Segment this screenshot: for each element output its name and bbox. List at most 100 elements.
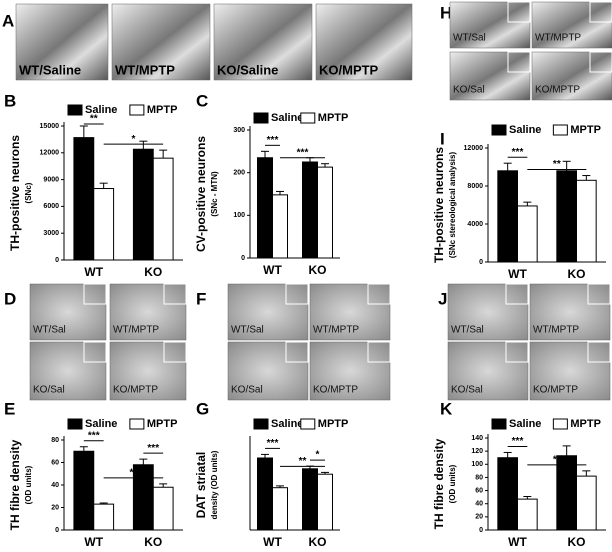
inset — [163, 283, 187, 305]
legend-label: Saline — [85, 104, 117, 116]
x-tick-label: KO — [144, 535, 162, 549]
y-tick-label: 100 — [471, 461, 483, 468]
y-tick-label: 20 — [51, 504, 59, 511]
bar — [257, 157, 273, 259]
significance-label: ** — [553, 454, 561, 465]
inset — [505, 341, 529, 363]
micrograph — [227, 283, 309, 341]
legend-swatch — [491, 124, 507, 136]
micrograph-label: KO/Sal — [451, 385, 483, 396]
micrograph-label: WT/MPTP — [313, 325, 359, 336]
micrograph-label: WT/Sal — [33, 325, 66, 336]
legend-swatch — [300, 418, 316, 430]
micrograph-label: WT/Sal — [231, 325, 264, 336]
micrograph — [109, 341, 187, 401]
significance-label: *** — [88, 430, 100, 441]
panel-letter: B — [4, 91, 16, 110]
bar — [272, 194, 288, 259]
y-tick-label: 100 — [233, 212, 245, 219]
legend-label: MPTP — [147, 418, 178, 430]
micrograph — [447, 283, 529, 341]
y-tick-label: 12000 — [40, 150, 60, 157]
micrograph — [213, 3, 313, 81]
y-axis-sublabel: (SNc - MTN) — [210, 171, 219, 217]
legend-label: MPTP — [570, 124, 601, 136]
inset — [587, 341, 611, 363]
y-tick-label: 20 — [475, 514, 483, 521]
y-tick-label: 0 — [55, 257, 59, 264]
inset — [163, 341, 187, 363]
y-axis-sublabel: (SNc) — [24, 182, 33, 203]
bar — [556, 170, 577, 263]
micrograph — [529, 283, 611, 341]
y-tick-label: 40 — [475, 501, 483, 508]
panel-letter: G — [196, 399, 209, 418]
y-tick-label: 0 — [55, 527, 59, 534]
y-axis-sublabel: (OD units) — [448, 464, 457, 503]
inset — [589, 1, 612, 23]
legend-swatch — [300, 112, 316, 124]
y-tick-label: 9000 — [43, 176, 59, 183]
micrograph-label: KO/Sal — [453, 85, 485, 96]
inset — [507, 51, 531, 73]
y-tick-label: 60 — [475, 487, 483, 494]
legend-label: Saline — [271, 418, 303, 430]
micrograph-label: KO/Saline — [217, 62, 278, 77]
x-tick-label: WT — [508, 535, 527, 549]
legend-swatch — [253, 112, 269, 124]
significance-label: *** — [512, 147, 524, 158]
micrograph-label: KO/MPTP — [533, 385, 578, 396]
bar — [152, 486, 174, 531]
y-tick-label: 120 — [471, 448, 483, 455]
inset — [83, 341, 107, 363]
y-axis-title: TH-positive neurons (SNc) — [8, 135, 33, 251]
panel-letter: H — [440, 3, 452, 22]
x-tick-label: KO — [568, 267, 586, 281]
y-tick-label: 80 — [51, 437, 59, 444]
panel-letter: J — [438, 289, 447, 308]
micrograph — [315, 3, 413, 81]
bar — [576, 475, 597, 531]
significance-label: ** — [553, 159, 561, 170]
inset — [587, 283, 611, 305]
significance-label: ** — [299, 456, 307, 467]
bar — [576, 179, 597, 263]
micrograph — [449, 51, 531, 101]
legend-swatch — [552, 418, 568, 430]
significance-label: *** — [147, 443, 159, 454]
y-axis-title: TH fibre density (OD units) — [8, 439, 33, 530]
micrograph-label: KO/Sal — [231, 385, 263, 396]
micrograph-label: KO/MPTP — [319, 62, 379, 77]
panel-letter: K — [440, 399, 453, 418]
bar — [517, 205, 538, 263]
bar — [132, 148, 154, 261]
inset — [83, 283, 107, 305]
micrograph — [447, 341, 529, 401]
y-axis-label: DAT striatal — [194, 452, 208, 518]
significance-label: * — [131, 134, 135, 145]
panel-letter: A — [2, 11, 14, 30]
bar — [73, 450, 95, 531]
y-axis-title: DAT striatal density (OD units) — [194, 450, 219, 519]
bar — [93, 503, 115, 531]
micrograph — [529, 341, 611, 401]
x-tick-label: WT — [84, 265, 103, 279]
significance-label: *** — [267, 135, 279, 146]
bar — [317, 473, 333, 531]
bar — [272, 487, 288, 531]
micrograph-label: WT/Sal — [451, 325, 484, 336]
legend-swatch — [491, 418, 507, 430]
inset — [589, 51, 612, 73]
legend-swatch — [253, 418, 269, 430]
y-axis-label: TH fibre density — [8, 439, 22, 530]
legend-swatch — [129, 104, 145, 116]
bar — [93, 188, 115, 261]
significance-label: ** — [90, 114, 98, 125]
legend-label: MPTP — [570, 418, 601, 430]
micrograph-label: WT/MPTP — [533, 325, 579, 336]
legend-swatch — [67, 104, 83, 116]
bar — [302, 468, 318, 531]
y-tick-label: 15000 — [40, 123, 60, 130]
significance-label: * — [316, 450, 320, 461]
